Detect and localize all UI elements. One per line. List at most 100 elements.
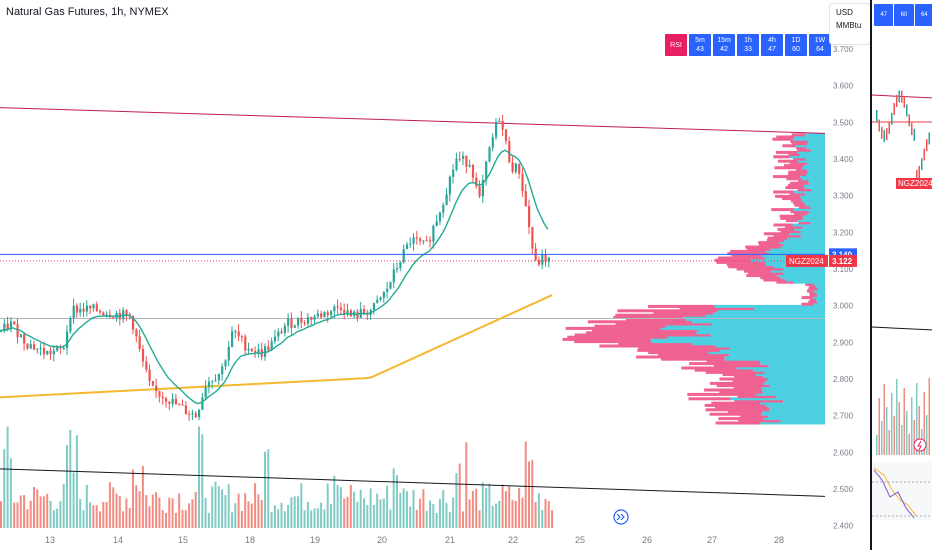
timeframe-chip-15m[interactable]: 15m 42 <box>713 34 735 56</box>
price-tick-label: 2.900 <box>833 338 854 347</box>
volume-profile-bar-up <box>736 366 825 370</box>
volume-profile-bar-down <box>787 172 807 176</box>
candle-body <box>438 212 442 222</box>
candle-body <box>504 129 508 142</box>
volume-profile-bar-down <box>613 315 684 319</box>
volume-profile-bar-up <box>711 322 825 326</box>
time-tick-label: 20 <box>377 535 387 545</box>
candle-body <box>23 334 26 344</box>
volume-profile-bar-up <box>813 296 825 300</box>
volume-profile-bar-down <box>808 300 818 304</box>
timeframe-value: 47 <box>768 46 776 53</box>
volume-profile-bar-up <box>803 216 825 220</box>
secondary-volume-bar <box>901 425 903 455</box>
volume-bar <box>306 501 309 528</box>
secondary-chart-panel[interactable]: 47 60 64 NGZ2024 <box>870 0 932 550</box>
volume-bar <box>224 495 227 528</box>
volume-bar <box>392 468 395 528</box>
volume-profile-bar-down <box>703 388 763 392</box>
volume-profile-bar-down <box>716 260 766 264</box>
volume-profile-bar-down <box>797 148 812 152</box>
volume-profile-bar-up <box>808 139 825 143</box>
volume-profile-bar-down <box>763 232 790 236</box>
candle-body <box>376 299 379 304</box>
volume-profile-bar-down <box>798 179 808 183</box>
volume-profile-bar-up <box>801 199 825 203</box>
volume-bar <box>442 490 445 528</box>
volume-profile-bar-down <box>706 359 760 363</box>
timeframe-chip-1w[interactable]: 1W 64 <box>809 34 831 56</box>
price-tick-label: 3.100 <box>833 265 854 274</box>
unit-label[interactable]: MMBtu <box>836 21 862 30</box>
candle-body <box>221 366 224 375</box>
volume-bar <box>353 491 356 528</box>
secondary-candle <box>883 129 885 142</box>
volume-bar <box>359 489 362 528</box>
price-tick-label: 3.300 <box>833 192 854 201</box>
price-tick-label: 2.700 <box>833 412 854 421</box>
secondary-candle <box>896 94 898 107</box>
timeframe-value: 60 <box>792 46 800 53</box>
timeframe-chip-5m[interactable]: 5m 43 <box>689 34 711 56</box>
timeframe-value: 47 <box>880 12 887 18</box>
volume-profile-bar-up <box>763 417 825 421</box>
volume-profile-bar-down <box>728 265 775 269</box>
timeframe-value: 43 <box>696 46 704 53</box>
volume-profile-bar-up <box>775 395 825 399</box>
volume-bar <box>69 429 72 528</box>
timeframe-chip-1h[interactable]: 1h 33 <box>737 34 759 56</box>
secondary-timeframe-chip[interactable]: 64 <box>914 4 932 26</box>
volume-profile-bar-up <box>783 243 825 247</box>
candle-body <box>297 317 300 326</box>
candle-body <box>161 396 164 399</box>
volume-profile-bar-down <box>719 377 769 381</box>
volume-profile-bar-up <box>660 326 825 330</box>
timeframe-chip-rsi[interactable]: RSI <box>665 34 687 56</box>
unit-selector[interactable]: USD MMBtu <box>829 3 871 45</box>
candle-body <box>485 161 488 181</box>
candle-body <box>102 312 105 316</box>
candle-body <box>396 268 399 270</box>
price-tick-label: 3.200 <box>833 228 854 237</box>
volume-bar <box>201 434 204 528</box>
volume-profile-bar-up <box>710 333 825 337</box>
volume-profile-bar-down <box>704 403 767 407</box>
volume-profile-bar-up <box>797 219 825 223</box>
volume-profile-bar-up <box>683 315 825 319</box>
volume-bar <box>273 505 276 528</box>
volume-profile-bar-down <box>687 392 757 396</box>
candle-body <box>425 240 428 242</box>
volume-profile-bar-up <box>762 390 825 394</box>
timeframe-chip-4h[interactable]: 4h 47 <box>761 34 783 56</box>
volume-bar <box>207 512 210 528</box>
time-tick-label: 21 <box>445 535 455 545</box>
candle-body <box>399 262 402 269</box>
secondary-timeframe-chip[interactable]: 47 <box>874 4 894 26</box>
volume-profile-bar-down <box>740 414 769 418</box>
volume-profile-bar-down <box>766 238 785 242</box>
volume-bar <box>293 496 296 528</box>
volume-profile-bar-down <box>592 329 698 333</box>
candle-body <box>429 240 432 242</box>
volume-profile-bar-down <box>809 293 817 297</box>
time-tick-label: 18 <box>245 535 255 545</box>
timeframe-value: 64 <box>920 12 928 18</box>
price-tick-label: 3.600 <box>833 82 854 91</box>
volume-bar <box>478 510 481 528</box>
secondary-timeframe-strip: 47 60 64 <box>872 0 932 26</box>
volume-profile-bar-up <box>760 421 825 425</box>
volume-profile-bar-up <box>697 329 825 333</box>
volume-bar <box>336 484 339 528</box>
timeframe-chip-1d[interactable]: 1D 60 <box>785 34 807 56</box>
candle-body <box>491 137 494 148</box>
secondary-volume-bar <box>923 392 925 455</box>
volume-profile-bar-down <box>709 412 762 416</box>
currency-label[interactable]: USD <box>836 8 853 17</box>
volume-bar <box>412 490 415 528</box>
secondary-timeframe-chip[interactable]: 60 <box>894 4 914 26</box>
candle-body <box>392 269 395 283</box>
volume-bar <box>82 510 85 528</box>
price-tick-label: 3.500 <box>833 118 854 127</box>
volume-profile-bar-down <box>648 304 715 308</box>
